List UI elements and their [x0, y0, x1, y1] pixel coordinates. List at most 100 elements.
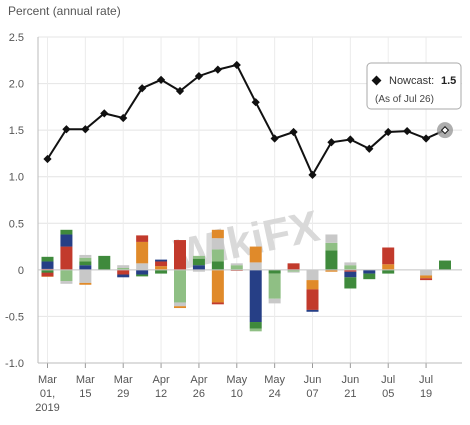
contribution-bar — [211, 229, 224, 239]
contribution-bar — [41, 276, 54, 277]
contribution-bar — [287, 271, 300, 273]
x-tick-label: Mar — [114, 374, 133, 386]
x-tick-label: 29 — [117, 388, 129, 400]
contribution-bar — [174, 306, 186, 309]
tooltip-box — [366, 62, 462, 110]
contribution-bar — [136, 235, 149, 242]
x-tick-label: 15 — [79, 388, 91, 400]
contribution-bar — [344, 262, 357, 266]
nowcast-point — [289, 127, 298, 137]
x-tick-label: 12 — [155, 388, 167, 400]
contribution-bar — [420, 278, 433, 281]
contribution-bar — [136, 269, 149, 275]
contribution-bar — [174, 240, 186, 270]
contribution-bar — [117, 274, 130, 278]
tooltip-subtitle: (As of Jul 26) — [375, 94, 434, 105]
nowcast-line-group — [43, 60, 453, 179]
contribution-bar — [117, 269, 130, 275]
contribution-bar — [325, 269, 338, 272]
contribution-bar — [249, 322, 262, 329]
contribution-bar — [60, 269, 73, 282]
contribution-bar — [192, 265, 205, 270]
nowcast-point — [175, 86, 185, 96]
contribution-bar — [192, 255, 205, 259]
nowcast-point — [403, 126, 412, 136]
y-tick-label: 0.5 — [9, 218, 24, 230]
nowcast-point — [365, 144, 374, 153]
contribution-bar — [382, 264, 395, 270]
contribution-bar — [363, 273, 376, 280]
contribution-bar — [287, 263, 300, 270]
contribution-bar — [211, 238, 224, 250]
nowcast-point — [308, 170, 317, 179]
nowcast-point — [421, 134, 431, 143]
y-tick-label: 2.0 — [9, 79, 24, 91]
nowcast-point — [43, 154, 52, 164]
x-tick-label: 07 — [306, 388, 318, 400]
x-tick-label: 10 — [231, 388, 243, 400]
x-tick-label: Jun — [304, 374, 322, 386]
nowcast-point — [327, 138, 336, 147]
contribution-bar — [79, 254, 92, 258]
contribution-bar — [344, 277, 357, 289]
x-tick-label: May — [264, 374, 285, 386]
contribution-bar — [79, 269, 92, 283]
contribution-bar — [136, 274, 149, 277]
component-bars — [41, 229, 451, 332]
y-axis-label: Percent (annual rate) — [8, 4, 121, 18]
x-tick-label: Apr — [190, 374, 207, 386]
contribution-bar — [174, 269, 186, 303]
contribution-bar — [249, 246, 262, 263]
contribution-bar — [344, 265, 357, 270]
x-tick-label: Jul — [381, 374, 395, 386]
tooltip-value: 1.5 — [441, 75, 456, 87]
contribution-bar — [439, 260, 451, 270]
axes: 2.5 2.0 1.5 1.0 0.5 0 -0.5 -1.0 Mar 01, 2019 Mar 15 M… — [5, 32, 462, 414]
nowcast-point — [138, 84, 147, 93]
x-tick-label: 2019 — [35, 402, 59, 414]
contribution-bar — [268, 298, 281, 304]
contribution-bar — [117, 267, 130, 270]
contribution-bar — [117, 265, 130, 268]
contribution-bar — [230, 265, 243, 270]
nowcast-point — [251, 98, 260, 107]
x-tick-label: 19 — [420, 388, 432, 400]
contribution-bar — [174, 302, 186, 307]
contribution-bar — [363, 269, 376, 274]
contribution-bar — [79, 257, 92, 262]
tooltip-label: Nowcast: — [389, 75, 434, 87]
x-tick-label: May — [226, 374, 247, 386]
contribution-bar — [192, 269, 205, 272]
contribution-bar — [344, 269, 357, 272]
contribution-bar — [155, 259, 168, 262]
contribution-bar — [79, 261, 92, 266]
y-tick-label: 2.5 — [9, 32, 24, 44]
y-tick-label: -0.5 — [5, 311, 24, 323]
contribution-bar — [249, 269, 262, 323]
contribution-bar — [41, 256, 54, 262]
nowcast-point — [156, 75, 166, 84]
nowcast-point — [62, 125, 71, 134]
nowcast-point — [119, 113, 128, 123]
contribution-bar — [79, 282, 92, 285]
x-tick-label: Mar — [38, 374, 57, 386]
contribution-bar — [306, 269, 319, 281]
x-tick-label: Jun — [341, 374, 359, 386]
contribution-bar — [155, 266, 168, 270]
contribution-bar — [268, 269, 281, 274]
nowcast-point — [81, 125, 90, 134]
x-tick-label: 21 — [344, 388, 356, 400]
contribution-bar — [211, 269, 224, 303]
contribution-bar — [41, 269, 54, 273]
nowcast-point — [440, 126, 450, 135]
nowcast-point — [384, 127, 393, 137]
contribution-bar — [155, 269, 168, 274]
nowcast-point — [213, 65, 222, 74]
contribution-bar — [382, 269, 395, 274]
nowcast-line — [46, 63, 446, 178]
contribution-bar — [306, 289, 319, 310]
y-tick-label: 1.0 — [9, 172, 24, 184]
x-tick-label: Jul — [419, 374, 433, 386]
y-tick-label: 1.5 — [9, 125, 24, 137]
